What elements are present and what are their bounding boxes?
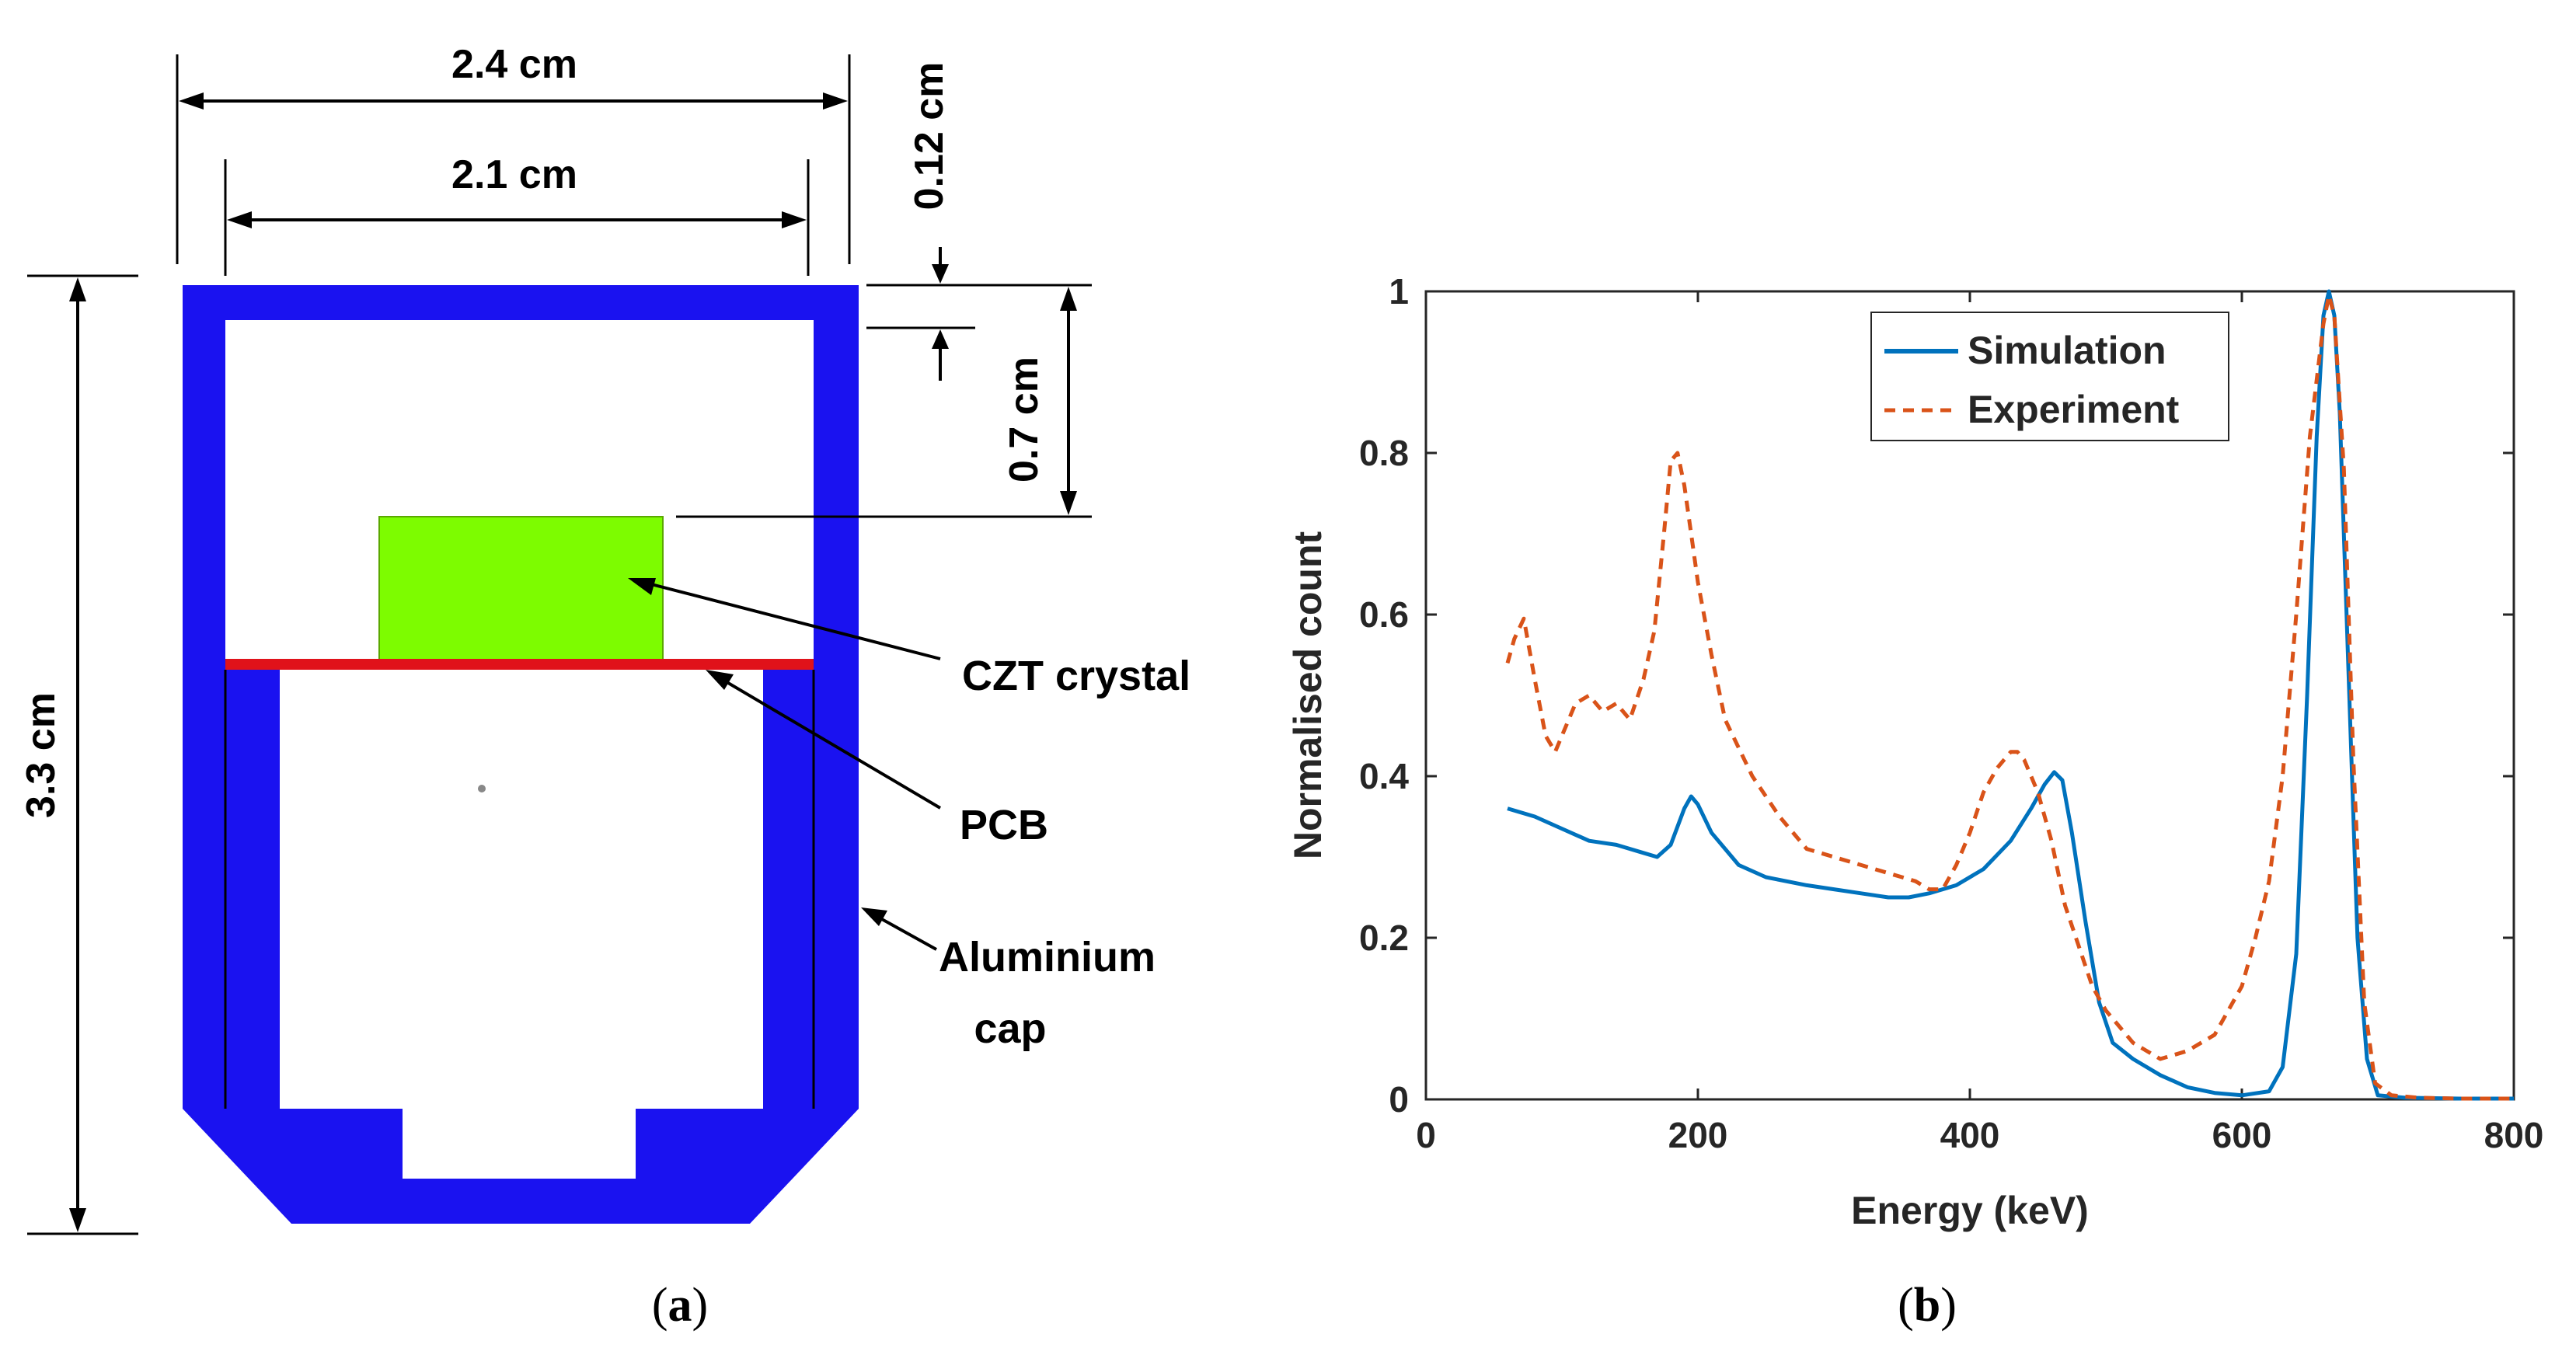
label-czt-crystal: CZT crystal	[962, 653, 1190, 699]
y-tick-label: 0.4	[1359, 756, 1409, 796]
y-axis-label: Normalised count	[1286, 531, 1330, 860]
label-cap: cap	[974, 1005, 1046, 1052]
legend-simulation-label: Simulation	[1968, 329, 2166, 372]
y-tick-label: 0	[1389, 1079, 1409, 1120]
dim-cap-thickness: 0.12 cm	[907, 62, 952, 211]
dim-inner-width: 2.1 cm	[451, 152, 577, 197]
label-pcb: PCB	[960, 802, 1048, 848]
y-tick-label: 0.2	[1359, 918, 1409, 958]
legend: Simulation Experiment	[1870, 312, 2229, 441]
legend-experiment-label: Experiment	[1968, 388, 2180, 431]
x-tick-label: 0	[1416, 1115, 1436, 1155]
bottom-opening	[403, 1109, 636, 1179]
detector-diagram: 2.4 cm 2.1 cm 0.12 cm 0.7 cm 3.3 cm CZT …	[19, 42, 1190, 1332]
center-dot	[478, 785, 486, 792]
pcb	[225, 659, 814, 670]
dim-outer-width: 2.4 cm	[451, 42, 577, 87]
dim-height: 3.3 cm	[19, 692, 64, 818]
inner-housing	[280, 670, 763, 1109]
x-axis-label: Energy (keV)	[1851, 1189, 2089, 1232]
x-tick-label: 600	[2212, 1115, 2272, 1155]
spectrum-chart: 0 200 400 600 800 0 0.2 0.4 0.6 0.8 1 Energy (keV)…	[1286, 271, 2543, 1332]
y-tick-label: 0.8	[1359, 433, 1409, 473]
series-lines	[1505, 289, 2514, 1101]
caption-b: (b)	[1898, 1279, 1957, 1332]
caption-a: (a)	[652, 1279, 708, 1332]
series-line-experiment	[1505, 293, 2514, 1101]
czt-crystal	[378, 516, 664, 663]
y-tick-label: 1	[1389, 271, 1409, 312]
legend-box	[1870, 312, 2229, 441]
y-tick-label: 0.6	[1359, 594, 1409, 635]
dim-gap: 0.7 cm	[1002, 357, 1047, 482]
x-tick-label: 800	[2484, 1115, 2544, 1155]
x-tick-label: 400	[1940, 1115, 2000, 1155]
axis-ticks: 0 200 400 600 800 0 0.2 0.4 0.6 0.8 1	[1359, 271, 2543, 1155]
x-tick-label: 200	[1668, 1115, 1728, 1155]
label-aluminium: Aluminium	[939, 934, 1156, 981]
